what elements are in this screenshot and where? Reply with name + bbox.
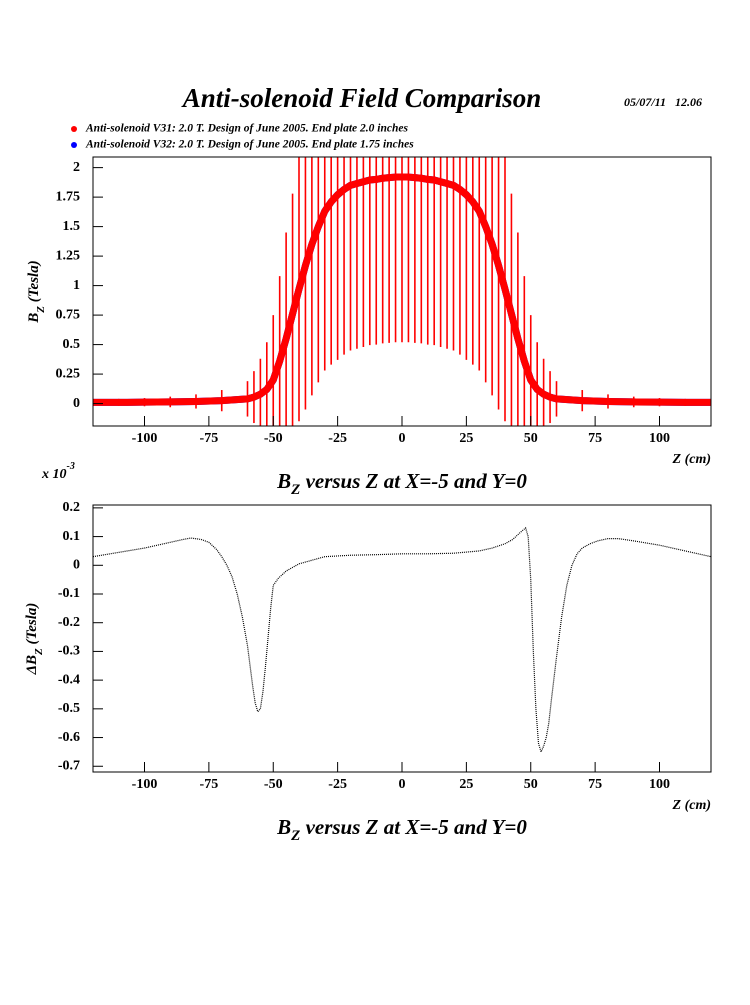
x-tick-label: 25 [459, 431, 473, 446]
y-tick-label: 0.25 [56, 366, 81, 381]
x-tick-label: 0 [399, 777, 406, 792]
x-tick-label: -75 [200, 777, 219, 792]
y-tick-label: 0 [73, 396, 80, 411]
y-tick-label: 0.5 [63, 337, 81, 352]
x-tick-label: -100 [132, 777, 158, 792]
y-axis-label-rest: (Tesla) [26, 260, 42, 306]
y-tick-label: 1.5 [63, 219, 81, 234]
difference-curve [93, 526, 711, 754]
x-axis-label: Z (cm) [672, 452, 711, 467]
date: 05/07/11 12.06 [624, 95, 702, 109]
plot-area [93, 157, 711, 426]
chart-title: Anti-solenoid Field Comparison [181, 83, 542, 113]
y-tick-label: -0.7 [58, 758, 80, 773]
plot-frame [92, 504, 712, 773]
x-tick-label: 75 [588, 777, 602, 792]
y-tick-label: -0.6 [58, 730, 80, 745]
y-tick-label: -0.1 [58, 586, 80, 601]
plot-subtitle-main: B [276, 469, 291, 493]
plot-subtitle-sub: Z [290, 482, 300, 498]
y-axis-label: ΔBZ (Tesla) [24, 603, 44, 676]
y-axis-label: BZ (Tesla) [26, 260, 46, 323]
y-tick-label: 2 [73, 160, 80, 175]
axis-multiplier: x 10-3 [41, 461, 75, 482]
legend-label: Anti-solenoid V31: 2.0 T. Design of June… [85, 123, 408, 135]
x-tick-label: 100 [649, 431, 670, 446]
x-tick-label: -50 [264, 431, 283, 446]
legend-marker [71, 142, 77, 148]
x-tick-label: -25 [328, 777, 347, 792]
y-tick-label: 1.75 [56, 189, 81, 204]
x-tick-label: 50 [524, 431, 538, 446]
x-tick-label: 0 [399, 431, 406, 446]
y-tick-label: 0.75 [56, 307, 81, 322]
y-tick-label: 0.2 [63, 500, 81, 515]
x-tick-label: -50 [264, 777, 283, 792]
y-tick-label: -0.2 [58, 615, 80, 630]
y-tick-label: -0.4 [58, 672, 80, 687]
series-line [93, 173, 711, 406]
y-axis-label-rest: (Tesla) [24, 603, 40, 649]
x-tick-label: -25 [328, 431, 347, 446]
y-axis-label-sub: Z [35, 306, 47, 314]
y-axis-label-main: B [26, 313, 42, 324]
x-axis-label: Z (cm) [672, 798, 711, 813]
y-tick-label: 0.1 [63, 529, 81, 544]
plot-area [93, 526, 711, 754]
y-axis-label-main: ΔB [24, 655, 40, 675]
multiplier-exp: -3 [67, 461, 75, 472]
y-tick-label: 0 [73, 558, 80, 573]
y-tick-label: -0.3 [58, 644, 80, 659]
y-axis-label-sub: Z [33, 648, 45, 656]
x-tick-label: 100 [649, 777, 670, 792]
plot-subtitle-main: B [276, 815, 291, 839]
y-tick-label: -0.5 [58, 701, 80, 716]
x-tick-label: 50 [524, 777, 538, 792]
x-tick-label: -75 [200, 431, 219, 446]
x-tick-label: -100 [132, 431, 158, 446]
x-tick-label: 75 [588, 431, 602, 446]
plot-subtitle-sub: Z [290, 828, 300, 844]
legend-label: Anti-solenoid V32: 2.0 T. Design of June… [85, 139, 414, 151]
y-tick-label: 1 [73, 278, 80, 293]
legend-marker [71, 126, 77, 132]
plot-subtitle-rest: versus Z at X=-5 and Y=0 [300, 469, 527, 493]
plot-subtitle: BZ versus Z at X=-5 and Y=0 [276, 469, 527, 499]
x-tick-label: 25 [459, 777, 473, 792]
multiplier-base: x 10 [41, 467, 67, 482]
plot-subtitle: BZ versus Z at X=-5 and Y=0 [276, 815, 527, 845]
y-tick-label: 1.25 [56, 248, 81, 263]
plot-subtitle-rest: versus Z at X=-5 and Y=0 [300, 815, 527, 839]
